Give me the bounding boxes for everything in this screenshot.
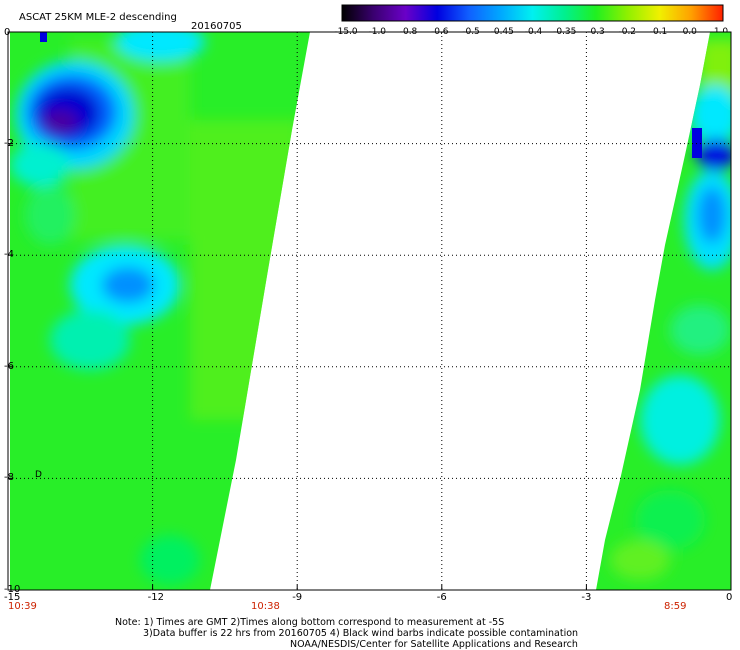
note-line-2: 3)Data buffer is 22 hrs from 20160705 4)… [143, 628, 579, 639]
western-swath [10, 32, 310, 590]
map-title: ASCAT 25KM MLE-2 descending [19, 12, 177, 23]
time-middle: 10:38 [251, 601, 280, 612]
x-tick-label: -15 [4, 592, 21, 603]
time-right: 8:59 [664, 601, 687, 612]
y-tick-label: -2 [4, 137, 14, 149]
colorbar-ramp [341, 4, 724, 22]
y-tick-label: -4 [4, 249, 14, 261]
plot-frame [7, 31, 732, 591]
y-tick-label: -8 [4, 472, 14, 484]
grid-lines [8, 32, 731, 590]
x-tick-label: 0 [726, 592, 733, 603]
x-tick-label: -3 [581, 592, 592, 603]
axis-ticks [7, 31, 732, 591]
note-line-3: NOAA/NESDIS/Center for Satellite Applica… [290, 639, 578, 650]
time-left: 10:39 [8, 601, 37, 612]
eastern-swath [596, 32, 731, 590]
x-tick-label: -12 [147, 592, 164, 603]
y-tick-label: -10 [4, 584, 21, 595]
x-tick-label: -6 [436, 592, 447, 603]
x-tick-label: -9 [292, 592, 303, 603]
y-tick-label: 0 [4, 27, 11, 38]
colorbar [341, 4, 724, 22]
data-field [10, 32, 731, 590]
y-tick-label: -6 [4, 360, 14, 372]
map-marker: D [35, 470, 42, 480]
note-line-1: Note: 1) Times are GMT 2)Times along bot… [115, 617, 505, 628]
map-date: 20160705 [191, 21, 242, 32]
